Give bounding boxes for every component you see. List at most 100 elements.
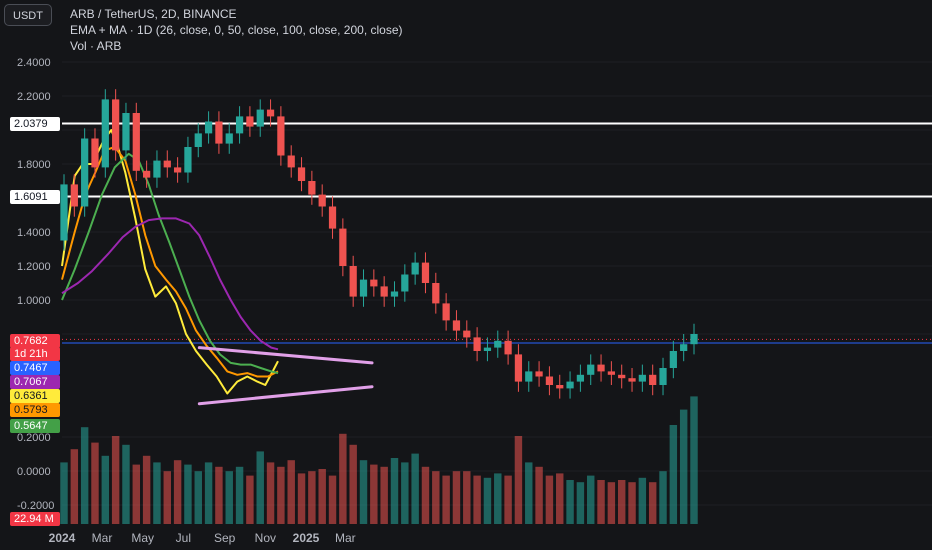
candle-body [143, 170, 151, 178]
volume-bar [452, 471, 461, 524]
volume-bar [297, 473, 306, 524]
price-tag: 1d 21h [10, 347, 60, 361]
volume-bar [101, 455, 110, 524]
candle-body [153, 160, 161, 178]
candle-body [380, 286, 388, 297]
volume-bar [556, 473, 564, 524]
candle-body [225, 133, 233, 144]
candle-body [359, 279, 368, 297]
volume-bar [277, 466, 285, 524]
candle-body [370, 279, 378, 287]
candle-body [81, 138, 89, 207]
candle-body [328, 206, 337, 229]
volume-bar [204, 462, 213, 524]
candle-body [339, 228, 347, 266]
quote-currency-button[interactable]: USDT [4, 4, 52, 26]
price-tag: 0.6361 [10, 389, 60, 403]
volume-bar [194, 471, 202, 524]
candle-body [215, 121, 223, 144]
volume-bar [545, 475, 554, 524]
volume-bar [132, 464, 141, 524]
price-tag: 0.7067 [10, 375, 60, 389]
moving-average-lines [61, 129, 279, 395]
volume-bar [235, 466, 244, 524]
candle-body [525, 371, 533, 382]
price-tag: 22.94 M [10, 512, 60, 526]
candle-body [91, 138, 99, 168]
volume-bar [669, 425, 678, 524]
volume-bar [401, 462, 409, 524]
volume-legend: Vol · ARB [70, 39, 122, 53]
volume-bar [266, 462, 275, 524]
price-tag: 2.0379 [10, 117, 60, 131]
volume-bar [566, 480, 574, 524]
candle-body [204, 121, 213, 134]
symbol-title: ARB / TetherUS, 2D, BINANCE [70, 7, 237, 21]
volume-bar [525, 462, 533, 524]
candle-body [132, 113, 140, 171]
candle-body [349, 266, 357, 297]
x-axis-labels: 2024 Mar May Jul Sep Nov 2025 Mar [49, 531, 356, 545]
candle-body [411, 262, 419, 275]
volume-bar [483, 477, 492, 524]
candle-body [432, 283, 440, 304]
candle-body [597, 364, 605, 372]
volume-bar [308, 471, 316, 524]
ma-line-ema-26 [61, 129, 279, 395]
volume-bar [473, 475, 481, 524]
candle-body [122, 113, 130, 151]
candle-body [463, 330, 471, 338]
horizontal-levels [62, 122, 932, 344]
volume-bar [659, 471, 667, 524]
y-tick-label: 0.2000 [17, 432, 51, 444]
volume-bar [504, 475, 512, 524]
candle-body [576, 374, 585, 382]
y-tick-label: 1.8000 [17, 159, 51, 171]
volume-bar [690, 396, 698, 524]
candle-body [277, 116, 285, 156]
x-tick-label: Jul [176, 531, 191, 545]
candle-body [194, 133, 202, 147]
price-tag: 0.5793 [10, 403, 60, 417]
volume-bar [463, 471, 471, 524]
x-tick-label: Mar [335, 531, 356, 545]
volume-bar [380, 466, 388, 524]
candle-body [669, 351, 677, 368]
candle-body [235, 116, 244, 134]
volume-bar [80, 427, 89, 524]
volume-bar [287, 460, 295, 524]
candle-body [566, 381, 574, 389]
price-tag: 0.7682 [10, 334, 60, 348]
volume-bar [122, 444, 130, 524]
candle-body [287, 155, 295, 168]
volume-bar [339, 433, 347, 524]
y-tick-label: 1.0000 [17, 295, 51, 307]
candle-body [649, 374, 657, 385]
candle-body [504, 340, 512, 355]
candle-body [494, 340, 502, 348]
volume-bar [617, 480, 626, 524]
candle-body [638, 374, 646, 382]
volume-bar [514, 436, 523, 524]
volume-bar [173, 460, 182, 524]
volume-bar [638, 477, 647, 524]
volume-bar [359, 460, 368, 524]
y-tick-label: 2.2000 [17, 91, 51, 103]
candle-body [556, 385, 564, 389]
volume-bar [256, 451, 264, 524]
candle-body [390, 291, 399, 297]
volume-bar [91, 442, 99, 524]
candle-body [163, 160, 171, 168]
candle-body [401, 274, 409, 292]
volume-bar [442, 475, 450, 524]
volume-bar [318, 469, 326, 524]
candle-body [680, 344, 688, 351]
candle-body [659, 368, 667, 385]
price-tag: 0.5647 [10, 419, 60, 433]
ma-line-ema-200 [61, 217, 279, 351]
x-tick-label: Sep [214, 531, 236, 545]
candle-body [545, 376, 554, 385]
candlesticks [60, 89, 698, 399]
candle-body [618, 374, 626, 379]
